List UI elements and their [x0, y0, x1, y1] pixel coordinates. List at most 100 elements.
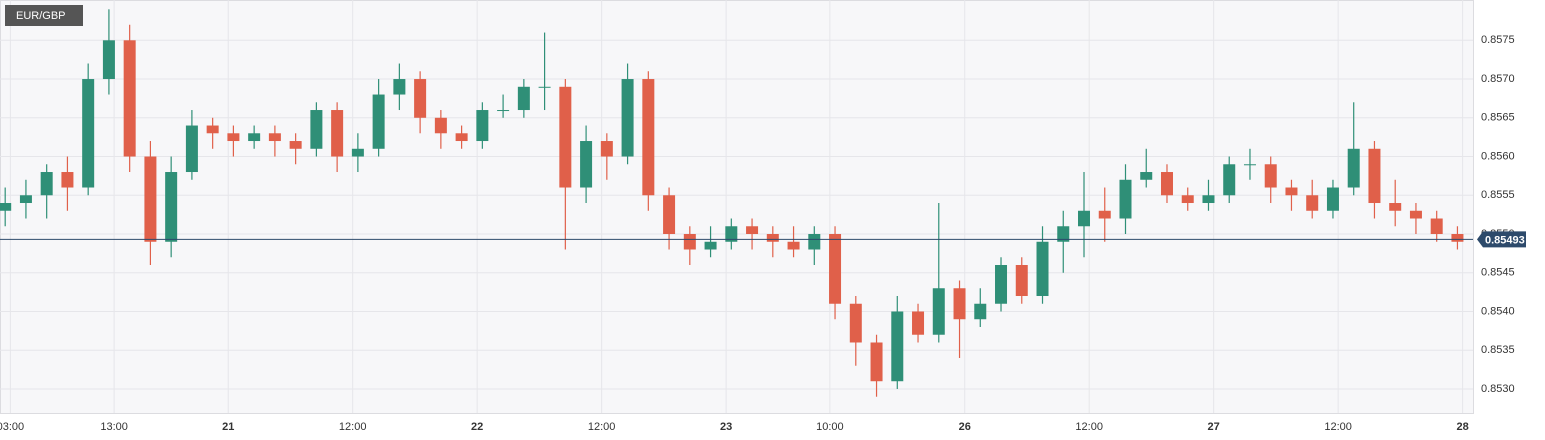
- x-tick-label: 22: [471, 421, 483, 433]
- candle-body: [725, 226, 738, 242]
- candle-body: [227, 133, 240, 142]
- plot-area: [0, 0, 1474, 414]
- candle-body: [1368, 148, 1381, 204]
- candle-body: [974, 303, 987, 320]
- current-price-label: 0.85493: [1485, 234, 1525, 246]
- x-tick-label: 27: [1208, 421, 1220, 433]
- candle-body: [517, 86, 530, 111]
- candle-body: [1015, 265, 1028, 296]
- x-tick-label: 12:00: [1075, 421, 1103, 433]
- candle-body: [891, 311, 904, 382]
- candle-body: [476, 110, 489, 142]
- x-tick-label: 23: [720, 421, 732, 433]
- candle-body: [995, 265, 1008, 304]
- candle-body: [683, 234, 696, 250]
- candle-body: [434, 117, 447, 134]
- candle-body: [1202, 195, 1215, 204]
- candle-body: [642, 79, 655, 196]
- x-tick-label: 21: [222, 421, 234, 433]
- candle-body: [19, 195, 32, 204]
- candle-body: [1264, 164, 1277, 188]
- x-tick-label: 28: [1457, 421, 1469, 433]
- candle-body: [1347, 148, 1360, 188]
- candle-body: [1326, 187, 1339, 211]
- candle-body: [621, 79, 634, 157]
- x-tick-label: 12:00: [339, 421, 367, 433]
- candle-body: [497, 110, 510, 112]
- candle-body: [538, 86, 551, 88]
- candle-body: [1451, 234, 1464, 242]
- y-tick-label: 0.8555: [1481, 189, 1515, 201]
- candle-body: [1285, 187, 1298, 196]
- candle-body: [1078, 210, 1091, 227]
- candle-body: [102, 40, 115, 80]
- candle-body: [1160, 172, 1173, 196]
- candle-body: [766, 234, 779, 242]
- x-tick-label: 12:00: [588, 421, 616, 433]
- candle-body: [559, 86, 572, 188]
- y-tick-label: 0.8565: [1481, 112, 1515, 124]
- candle-body: [310, 110, 323, 149]
- candle-body: [1119, 179, 1132, 219]
- candle-body: [849, 303, 862, 343]
- candle-body: [1430, 218, 1443, 235]
- candle-body: [1140, 172, 1153, 180]
- candle-body: [746, 226, 759, 235]
- y-tick-label: 0.8575: [1481, 34, 1515, 46]
- y-tick-label: 0.8570: [1481, 73, 1515, 85]
- y-tick-label: 0.8540: [1481, 305, 1515, 317]
- candle-body: [1098, 210, 1111, 219]
- candle-body: [1243, 164, 1256, 166]
- candle-body: [1181, 195, 1194, 204]
- candle-body: [144, 156, 157, 242]
- candle-body: [331, 110, 344, 157]
- current-price-tag: [1477, 231, 1526, 248]
- candle-body: [1057, 226, 1070, 242]
- candle-body: [1306, 195, 1319, 211]
- candle-body: [932, 288, 945, 335]
- candle-body: [787, 241, 800, 250]
- candle-body: [351, 148, 364, 157]
- candle-body: [61, 172, 74, 188]
- candle-body: [1409, 210, 1422, 219]
- candle-body: [123, 40, 136, 157]
- candle-body: [165, 172, 178, 242]
- y-tick-label: 0.8545: [1481, 267, 1515, 279]
- candle-body: [704, 241, 717, 250]
- candle-body: [248, 133, 261, 142]
- candle-body: [580, 141, 593, 188]
- candle-body: [82, 79, 95, 188]
- candle-body: [206, 125, 219, 134]
- candle-body: [185, 125, 198, 173]
- candle-body: [372, 94, 385, 149]
- candle-body: [289, 141, 302, 149]
- candle-body: [1223, 164, 1236, 196]
- candle-body: [0, 203, 12, 211]
- chart-title: EUR/GBP: [16, 10, 66, 22]
- candle-body: [953, 288, 966, 320]
- candle-body: [40, 172, 53, 196]
- candle-body: [268, 133, 281, 142]
- candle-body: [1389, 203, 1402, 211]
- candle-body: [393, 79, 406, 95]
- candle-body: [912, 311, 925, 335]
- candle-body: [829, 234, 842, 304]
- candle-body: [455, 133, 468, 142]
- x-tick-label: 13:00: [100, 421, 128, 433]
- y-tick-label: 0.8530: [1481, 383, 1515, 395]
- candle-body: [414, 79, 427, 118]
- y-tick-label: 0.8535: [1481, 344, 1515, 356]
- y-tick-label: 0.8560: [1481, 150, 1515, 162]
- candle-body: [1036, 241, 1049, 296]
- candle-body: [600, 141, 613, 157]
- symbol-badge: [5, 5, 83, 26]
- candle-body: [663, 195, 676, 235]
- x-tick-label: 10:00: [816, 421, 844, 433]
- x-tick-label: 26: [959, 421, 971, 433]
- candle-body: [870, 342, 883, 382]
- candles: [0, 9, 1464, 397]
- x-tick-label: 03:00: [0, 421, 24, 433]
- x-tick-label: 12:00: [1324, 421, 1352, 433]
